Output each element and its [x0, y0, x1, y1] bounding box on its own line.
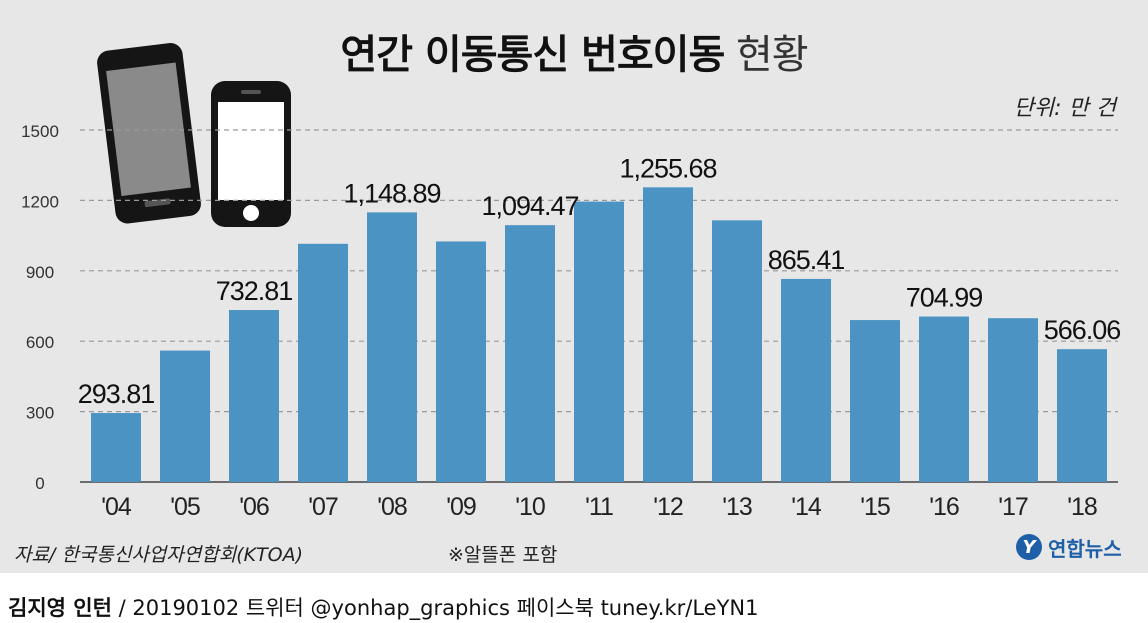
author: 김지영 인턴 [8, 596, 112, 620]
data-label: 704.99 [906, 283, 983, 313]
bar-12 [643, 187, 693, 483]
bar-14 [781, 278, 831, 482]
x-tick-label: '15 [860, 493, 890, 521]
yonhap-logo: Y 연합뉴스 [1016, 532, 1122, 562]
x-tick-label: '14 [791, 493, 822, 521]
source-note: 자료/ 한국통신사업자연합회(KTOA) [14, 544, 304, 566]
bar-16 [919, 316, 969, 482]
x-tick-label: '05 [170, 493, 200, 521]
logo-mark: Y [1016, 534, 1042, 560]
bar-09 [436, 241, 486, 482]
x-tick-label: '11 [585, 493, 613, 521]
x-tick-label: '17 [998, 493, 1028, 521]
bars [91, 187, 1107, 483]
data-label: 1,255.68 [619, 153, 716, 183]
x-tick-label: '13 [722, 493, 752, 521]
y-tick-label: 1500 [21, 122, 59, 141]
bar-17 [988, 318, 1038, 482]
bar-13 [712, 220, 762, 482]
data-label: 566.06 [1044, 315, 1121, 345]
bar-07 [298, 243, 348, 482]
title-sub: 현황 [735, 32, 809, 78]
bar-18 [1057, 349, 1107, 482]
x-axis-ticks: '04 '05 '06 '07 '08 '09 '10 '11 '12 '13 '14 '15 '16 '… [101, 493, 1098, 521]
bar-04 [91, 413, 141, 482]
data-label: 865.41 [768, 245, 845, 275]
bar-15 [850, 320, 900, 482]
y-tick-label: 600 [26, 333, 54, 352]
x-tick-label: '06 [239, 493, 269, 521]
unit-label: 단위: 만 건 [1013, 96, 1116, 121]
logo-text: 연합뉴스 [1048, 536, 1122, 561]
x-tick-label: '09 [446, 493, 476, 521]
y-tick-label: 0 [35, 474, 44, 493]
x-tick-label: '04 [101, 493, 132, 521]
x-tick-label: '18 [1067, 493, 1097, 521]
credit-rest: / 20190102 트위터 @yonhap_graphics 페이스북 tun… [118, 596, 759, 620]
y-tick-label: 900 [26, 263, 54, 282]
x-tick-label: '07 [308, 493, 338, 521]
data-label: 732.81 [216, 276, 293, 306]
bar-chart: 0 300 600 900 1200 1500 293.81 732.81 1,148.89 1… [21, 122, 1122, 521]
y-axis-ticks: 0 300 600 900 1200 1500 [21, 122, 59, 493]
bar-11 [574, 201, 624, 482]
bar-06 [229, 310, 279, 482]
bar-10 [505, 225, 555, 482]
iphone-icon [211, 81, 291, 227]
android-phone-icon [97, 43, 201, 224]
data-label: 1,148.89 [343, 178, 440, 208]
x-tick-label: '12 [653, 493, 683, 521]
x-tick-label: '16 [929, 493, 959, 521]
data-label: 1,094.47 [481, 191, 578, 221]
bar-08 [367, 212, 417, 483]
data-labels: 293.81 732.81 1,148.89 1,094.47 1,255.68 865.… [78, 153, 1122, 409]
data-label: 293.81 [78, 379, 155, 409]
bar-05 [160, 350, 210, 482]
x-tick-label: '10 [515, 493, 545, 521]
x-tick-label: '08 [377, 493, 407, 521]
y-tick-label: 300 [26, 404, 54, 423]
credit-line: 김지영 인턴 / 20190102 트위터 @yonhap_graphics 페… [8, 592, 758, 622]
chart-title: 연간 이동통신 번호이동 현황 [0, 22, 1148, 80]
footnote: ※알뜰폰 포함 [448, 544, 558, 566]
title-main: 연간 이동통신 번호이동 [340, 32, 725, 78]
y-tick-label: 1200 [21, 192, 59, 211]
